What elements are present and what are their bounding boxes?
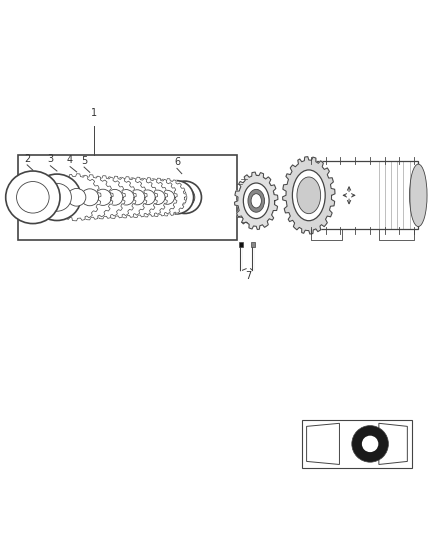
Polygon shape [52, 174, 101, 221]
Bar [302, 420, 412, 468]
Ellipse shape [168, 181, 201, 214]
Ellipse shape [166, 187, 187, 207]
Text: 6: 6 [174, 157, 180, 167]
Polygon shape [283, 157, 335, 234]
Circle shape [362, 435, 378, 452]
Bar [239, 243, 243, 247]
Bar [307, 161, 418, 229]
Ellipse shape [244, 183, 269, 219]
Polygon shape [93, 176, 136, 219]
Ellipse shape [95, 189, 111, 205]
Text: 1: 1 [91, 108, 97, 118]
Text: 5: 5 [81, 156, 87, 166]
Ellipse shape [248, 189, 265, 212]
Ellipse shape [42, 183, 71, 211]
Polygon shape [117, 177, 158, 217]
Ellipse shape [175, 188, 195, 207]
Ellipse shape [81, 189, 99, 206]
Ellipse shape [159, 181, 194, 214]
Ellipse shape [410, 164, 427, 227]
Ellipse shape [160, 190, 174, 204]
Polygon shape [307, 423, 339, 464]
Bar [251, 243, 255, 247]
Text: 4: 4 [67, 155, 73, 165]
Polygon shape [234, 172, 278, 230]
Polygon shape [138, 178, 177, 216]
Ellipse shape [107, 189, 123, 205]
Ellipse shape [140, 190, 155, 205]
Polygon shape [81, 176, 125, 219]
Bar [18, 155, 237, 240]
Polygon shape [105, 177, 147, 218]
Ellipse shape [150, 190, 165, 205]
Text: 7: 7 [245, 271, 251, 281]
Ellipse shape [129, 190, 145, 205]
Polygon shape [148, 179, 187, 216]
Text: 3: 3 [47, 155, 53, 165]
Polygon shape [127, 177, 168, 217]
Ellipse shape [293, 170, 325, 221]
Polygon shape [379, 423, 407, 464]
Ellipse shape [33, 174, 81, 221]
Polygon shape [67, 175, 113, 220]
Ellipse shape [297, 177, 321, 214]
Ellipse shape [251, 193, 261, 208]
Ellipse shape [118, 190, 134, 205]
Text: 2: 2 [24, 154, 30, 164]
Circle shape [352, 425, 389, 462]
Ellipse shape [17, 182, 49, 213]
Ellipse shape [67, 189, 86, 206]
Ellipse shape [238, 175, 275, 226]
Ellipse shape [6, 171, 60, 223]
